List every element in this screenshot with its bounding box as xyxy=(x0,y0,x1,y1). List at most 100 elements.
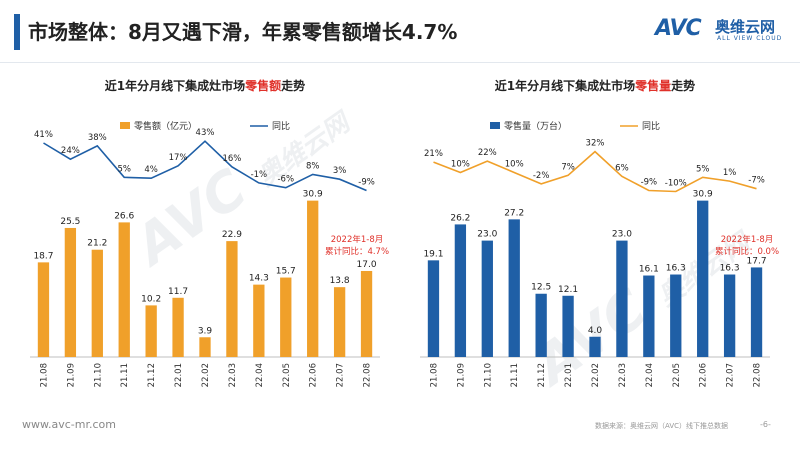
bar-value-label: 17.7 xyxy=(747,256,767,266)
bar-value-label: 4.0 xyxy=(588,326,603,336)
yoy-value-label: 17% xyxy=(169,153,188,163)
bar xyxy=(253,284,265,357)
yoy-value-label: 4% xyxy=(144,165,158,175)
annotation-cumulative: 累计同比：0.0% xyxy=(715,246,779,257)
bar xyxy=(508,219,520,357)
bar-value-label: 3.9 xyxy=(198,326,213,336)
x-tick-label: 22.06 xyxy=(699,363,709,387)
x-tick-label: 22.01 xyxy=(564,363,574,387)
yoy-value-label: -9% xyxy=(358,178,375,188)
yoy-value-label: 21% xyxy=(424,149,443,159)
bar-value-label: 16.1 xyxy=(639,265,659,275)
bar xyxy=(307,200,319,357)
yoy-line xyxy=(43,140,367,192)
bar-value-label: 22.9 xyxy=(222,230,242,240)
logo-en-text: ALL VIEW CLOUD xyxy=(717,35,783,42)
bar-value-label: 30.9 xyxy=(303,190,323,200)
footer-source: 数据来源：奥维云网（AVC）线下推总数据 xyxy=(595,422,729,430)
x-tick-label: 21.10 xyxy=(483,363,493,387)
bar-value-label: 17.0 xyxy=(357,260,377,270)
yoy-value-label: 7% xyxy=(561,162,575,172)
bar-value-label: 15.7 xyxy=(276,267,296,277)
yoy-value-label: -10% xyxy=(665,179,687,189)
yoy-value-label: 10% xyxy=(505,160,524,170)
footer-url[interactable]: www.avc-mr.com xyxy=(22,418,116,431)
bar-value-label: 21.2 xyxy=(87,239,107,249)
chart-title-suffix: 走势 xyxy=(281,78,305,93)
bar xyxy=(454,224,467,357)
annotation-period: 2022年1-8月 xyxy=(721,234,774,245)
chart-title-prefix: 近1年分月线下集成灶市场 xyxy=(495,78,635,93)
bar xyxy=(670,274,682,357)
bar-value-label: 30.9 xyxy=(693,190,713,200)
yoy-value-label: 3% xyxy=(333,166,347,176)
chart-title-highlight: 零售量 xyxy=(634,78,671,93)
bar-value-label: 10.2 xyxy=(141,294,161,304)
legend-bar-label: 零售额（亿元） xyxy=(134,120,197,132)
x-tick-label: 22.04 xyxy=(255,363,265,387)
bar xyxy=(535,293,547,357)
annotation-cumulative: 累计同比：4.7% xyxy=(325,246,389,257)
chart-title-prefix: 近1年分月线下集成灶市场 xyxy=(105,78,245,93)
yoy-value-label: 22% xyxy=(478,148,497,158)
yoy-value-label: 16% xyxy=(222,154,241,164)
annotation-period: 2022年1-8月 xyxy=(331,234,384,245)
bar-value-label: 23.0 xyxy=(477,230,497,240)
page-title: 市场整体：8月又遇下滑，年累零售额增长4.7% xyxy=(28,20,458,44)
yoy-value-label: 1% xyxy=(723,168,737,178)
x-tick-label: 22.02 xyxy=(591,363,601,387)
x-tick-label: 22.04 xyxy=(645,363,655,387)
yoy-value-label: 6% xyxy=(615,163,629,173)
yoy-value-label: -1% xyxy=(251,170,268,180)
legend-bar-swatch xyxy=(120,122,130,129)
bar-value-label: 18.7 xyxy=(33,251,53,261)
legend-bar-label: 零售量（万台） xyxy=(504,120,567,132)
header-divider xyxy=(0,62,800,63)
x-tick-label: 22.03 xyxy=(228,363,238,387)
bar xyxy=(91,249,103,357)
bar-value-label: 26.2 xyxy=(450,213,470,223)
bar xyxy=(723,274,736,357)
legend-line-label: 同比 xyxy=(642,120,660,132)
yoy-value-label: -9% xyxy=(641,178,658,188)
x-tick-label: 22.05 xyxy=(282,363,292,387)
bar-value-label: 14.3 xyxy=(249,274,269,284)
title-accent-bar xyxy=(14,14,20,50)
bar xyxy=(172,297,184,357)
x-tick-label: 22.08 xyxy=(753,363,763,387)
bar-value-label: 11.7 xyxy=(168,287,188,297)
x-tick-label: 21.11 xyxy=(120,363,130,387)
bar xyxy=(37,262,50,357)
x-tick-label: 22.07 xyxy=(336,363,346,387)
x-tick-label: 21.09 xyxy=(66,363,76,387)
avc-logo: AVC 奥维云网 ALL VIEW CLOUD xyxy=(655,16,790,48)
bar-value-label: 12.1 xyxy=(558,285,578,295)
yoy-value-label: 5% xyxy=(696,164,710,174)
bar-value-label: 19.1 xyxy=(423,249,443,259)
bar xyxy=(616,240,628,357)
x-tick-label: 21.09 xyxy=(456,363,466,387)
x-tick-label: 22.03 xyxy=(618,363,628,387)
yoy-value-label: 5% xyxy=(117,164,131,174)
x-tick-label: 21.11 xyxy=(510,363,520,387)
bar-value-label: 16.3 xyxy=(666,264,686,274)
chart-title-highlight: 零售额 xyxy=(244,78,281,93)
bar xyxy=(226,241,238,357)
logo-cn-text: 奥维云网 xyxy=(715,18,776,36)
bar xyxy=(589,336,601,357)
x-tick-label: 22.06 xyxy=(309,363,319,387)
bar xyxy=(481,240,493,357)
yoy-value-label: 38% xyxy=(88,133,107,143)
bar-value-label: 25.5 xyxy=(60,217,80,227)
x-tick-label: 22.05 xyxy=(672,363,682,387)
yoy-value-label: -6% xyxy=(277,175,294,185)
bar xyxy=(199,337,211,357)
x-tick-label: 21.12 xyxy=(537,363,547,387)
bar xyxy=(118,222,130,357)
chart-title: 近1年分月线下集成灶市场零售额走势 xyxy=(105,78,305,93)
x-tick-label: 21.12 xyxy=(147,363,157,387)
bar xyxy=(280,277,292,357)
bar-value-label: 16.3 xyxy=(720,264,740,274)
